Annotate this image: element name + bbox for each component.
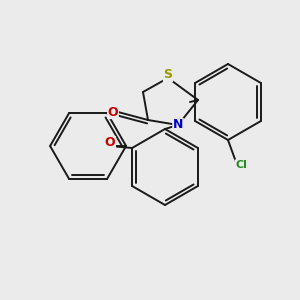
Text: O: O (108, 106, 118, 118)
Text: O: O (105, 136, 116, 149)
Text: N: N (173, 118, 183, 131)
Text: Cl: Cl (235, 160, 247, 170)
Text: S: S (164, 68, 172, 82)
